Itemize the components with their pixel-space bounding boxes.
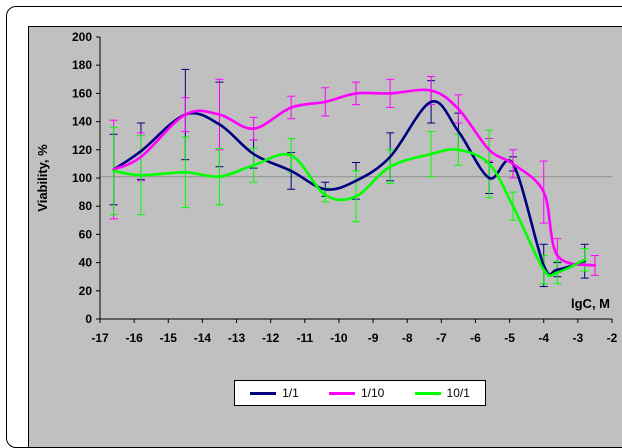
legend: 1/1 1/10 10/1 (234, 380, 486, 406)
x-axis-label: lgC, M (571, 296, 610, 311)
x-tick-label: -16 (125, 331, 143, 345)
series-line-1-1 (112, 100, 586, 276)
x-tick-label: -7 (436, 331, 447, 345)
x-tick-label: -14 (194, 331, 212, 345)
y-tick-label: 180 (72, 58, 92, 72)
x-tick-label: -17 (91, 331, 109, 345)
legend-item-10-1: 10/1 (414, 386, 470, 400)
legend-item-1-1: 1/1 (250, 386, 299, 400)
x-tick-label: -15 (160, 331, 178, 345)
x-tick-label: -6 (470, 331, 481, 345)
x-tick-label: -2 (607, 331, 618, 345)
legend-swatch-1-1 (250, 391, 277, 395)
y-tick-label: 160 (72, 86, 92, 100)
x-tick-label: -8 (402, 331, 413, 345)
series-line-1-10 (112, 88, 597, 267)
y-tick-label: 200 (72, 30, 92, 44)
legend-swatch-10-1 (414, 391, 441, 395)
series-line-10-1 (112, 148, 586, 278)
x-tick-label: -10 (330, 331, 348, 345)
legend-label-1-10: 1/10 (360, 386, 385, 400)
x-tick-label: -9 (368, 331, 379, 345)
y-tick-label: 140 (72, 115, 92, 129)
y-tick-label: 100 (72, 171, 92, 185)
x-tick-label: -12 (262, 331, 280, 345)
x-tick-label: -4 (538, 331, 549, 345)
y-tick-label: 0 (85, 312, 92, 326)
legend-item-1-10: 1/10 (328, 386, 385, 400)
y-tick-label: 40 (79, 256, 93, 270)
legend-label-1-1: 1/1 (282, 386, 299, 400)
y-tick-label: 120 (72, 143, 92, 157)
x-tick-label: -5 (504, 331, 515, 345)
y-tick-label: 20 (79, 284, 93, 298)
legend-swatch-1-10 (328, 391, 355, 395)
legend-label-10-1: 10/1 (446, 386, 470, 400)
x-tick-label: -13 (228, 331, 246, 345)
x-tick-label: -3 (573, 331, 584, 345)
y-axis-label: Viability, % (35, 144, 50, 212)
y-tick-label: 80 (79, 199, 93, 213)
plot-svg: 0 20 40 60 80 100 120 140 160 180 200 -17 -16 -15 -14 -… (35, 30, 618, 345)
y-tick-label: 60 (79, 227, 93, 241)
x-tick-label: -11 (296, 331, 313, 345)
